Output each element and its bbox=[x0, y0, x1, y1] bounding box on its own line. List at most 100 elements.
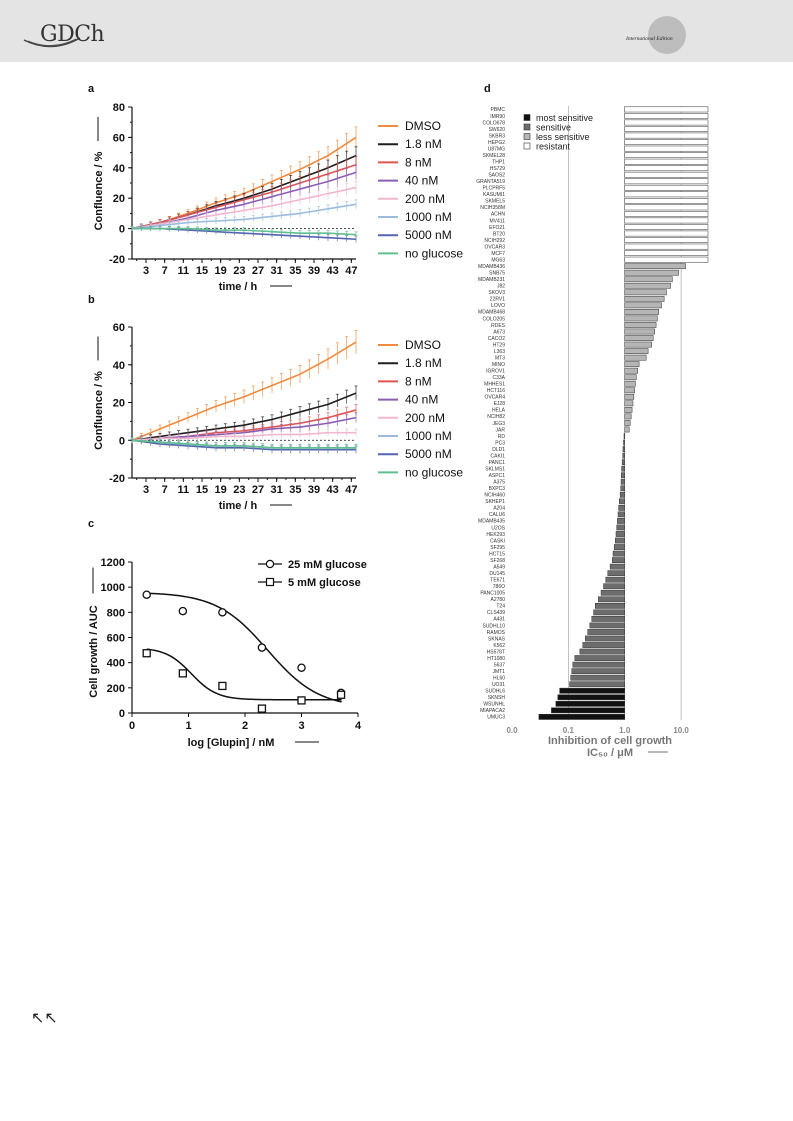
x-tick-label: 47 bbox=[345, 484, 357, 496]
bar-HT1080 bbox=[574, 655, 625, 661]
bar-label: OVCAR3 bbox=[484, 244, 505, 250]
y-tick-label: 0 bbox=[119, 435, 125, 447]
x-tick-label: 43 bbox=[327, 484, 339, 496]
bar-label: LOVO bbox=[491, 303, 505, 309]
legend-label: sensitive bbox=[536, 123, 571, 133]
y-axis-label: Cell growth / AUC bbox=[88, 605, 100, 698]
bar-label: SNB75 bbox=[489, 271, 505, 277]
x-tick-label: 23 bbox=[233, 484, 245, 496]
bar-label: MT3 bbox=[495, 355, 505, 361]
bar-A2780 bbox=[598, 596, 625, 603]
bar-label: SKHEP1 bbox=[485, 499, 505, 505]
y-axis-label: Confluence / % bbox=[93, 371, 105, 450]
bar-A673 bbox=[624, 328, 655, 335]
series-0 bbox=[130, 126, 358, 231]
x-tick-label: 0 bbox=[129, 720, 135, 732]
bar-label: HL60 bbox=[493, 676, 505, 682]
back-arrows-icon[interactable]: ↖↖ bbox=[31, 1008, 58, 1027]
legend-swatch bbox=[523, 123, 531, 131]
bar-CLS439 bbox=[593, 609, 625, 616]
bar-label: IGROV1 bbox=[486, 369, 505, 375]
bar-SF268 bbox=[611, 557, 625, 563]
bar-label: HCT116 bbox=[487, 388, 505, 394]
y-tick-label: 60 bbox=[113, 132, 125, 144]
bar-label: NCIH82 bbox=[487, 414, 505, 420]
x-axis-label: time / h bbox=[219, 281, 258, 293]
bar-CACO2 bbox=[624, 335, 654, 341]
bar-label: L363 bbox=[494, 349, 505, 355]
x-tick-label: 7 bbox=[162, 265, 168, 277]
bar-NCIH82 bbox=[624, 413, 632, 420]
bar-label: HCT15 bbox=[489, 551, 505, 557]
bar-HL60 bbox=[570, 674, 625, 681]
bar-label: UMUC3 bbox=[487, 715, 505, 721]
bar-label: J82 bbox=[497, 284, 505, 290]
bar-NCIH292 bbox=[624, 237, 709, 243]
bar-label: COLO205 bbox=[482, 316, 505, 322]
bar-RD bbox=[623, 433, 626, 439]
fit-curve bbox=[146, 592, 342, 703]
legend-label: DMSO bbox=[405, 119, 441, 133]
bar-label: MDAMB436 bbox=[478, 264, 505, 270]
bar-CALU6 bbox=[617, 511, 625, 518]
x-tick-label: 27 bbox=[252, 265, 264, 277]
y-tick-label: 40 bbox=[113, 360, 125, 372]
legend-label: 8 nM bbox=[405, 155, 432, 169]
bar-J82 bbox=[624, 282, 671, 289]
edition-badge bbox=[648, 16, 686, 54]
bar-HEPG2 bbox=[624, 139, 709, 145]
bar-label: HS729 bbox=[490, 166, 506, 172]
x-tick-label: 23 bbox=[233, 265, 245, 277]
bar-JAR bbox=[624, 426, 630, 433]
bar-786O bbox=[603, 583, 625, 590]
bar-label: PANC1 bbox=[489, 460, 506, 466]
bar-label: JAR bbox=[496, 427, 506, 433]
bar-MDAMB436 bbox=[624, 263, 686, 270]
bar-PLCPRF5 bbox=[624, 184, 709, 191]
y-tick-label: 800 bbox=[107, 607, 125, 619]
legend-label: 1.8 nM bbox=[405, 356, 442, 370]
bar-label: BXPC3 bbox=[489, 486, 506, 492]
bar-SW620 bbox=[624, 126, 709, 132]
bar-COLO678 bbox=[624, 119, 709, 126]
x-tick-label: 3 bbox=[143, 484, 149, 496]
x-tick-label: 10.0 bbox=[673, 726, 689, 735]
bar-MV411 bbox=[624, 217, 709, 224]
bar-label: NCIH358M bbox=[480, 205, 505, 211]
bar-label: A204 bbox=[493, 506, 505, 512]
data-point-circle bbox=[218, 608, 227, 617]
y-tick-label: 1000 bbox=[101, 582, 125, 594]
x-tick-label: 3 bbox=[298, 720, 304, 732]
x-axis-unit-label: IC₅₀ / μM bbox=[587, 747, 633, 759]
panel-label-d: d bbox=[484, 83, 491, 95]
bar-label: JMT1 bbox=[493, 669, 506, 675]
bar-label: GRANTA519 bbox=[476, 179, 505, 185]
gdch-logo: GDCh bbox=[18, 10, 105, 50]
bar-MG63 bbox=[624, 256, 709, 263]
x-tick-label: 35 bbox=[289, 265, 301, 277]
bar-label: BT20 bbox=[493, 231, 505, 237]
panel-d-chart: PBMCIMR90COLO678SW620SKBR3HEPG2U87MGSKME… bbox=[476, 106, 709, 759]
bar-label: HEPG2 bbox=[488, 140, 505, 146]
bar-label: A431 bbox=[493, 617, 505, 623]
bar-JMT1 bbox=[571, 668, 625, 675]
bar-label: C33A bbox=[492, 375, 505, 381]
bar-COLO205 bbox=[624, 315, 658, 322]
x-tick-label: 39 bbox=[308, 265, 320, 277]
bar-MINO bbox=[624, 361, 640, 368]
x-tick-label: 1 bbox=[185, 720, 191, 732]
bar-label: NCIH460 bbox=[484, 493, 505, 499]
bar-TE671 bbox=[605, 576, 625, 583]
bar-IGROV1 bbox=[624, 367, 638, 374]
bar-SF295 bbox=[613, 544, 625, 550]
bar-MHHES1 bbox=[624, 380, 636, 387]
bar-SKNAS bbox=[585, 635, 625, 642]
series-line bbox=[131, 203, 357, 230]
bar-label: TE671 bbox=[490, 578, 505, 584]
data-point-square bbox=[142, 649, 151, 658]
bar-LOVO bbox=[624, 302, 662, 309]
bar-HCT116 bbox=[624, 387, 635, 394]
series-line bbox=[131, 341, 357, 441]
bar-label: JEG3 bbox=[492, 421, 505, 427]
